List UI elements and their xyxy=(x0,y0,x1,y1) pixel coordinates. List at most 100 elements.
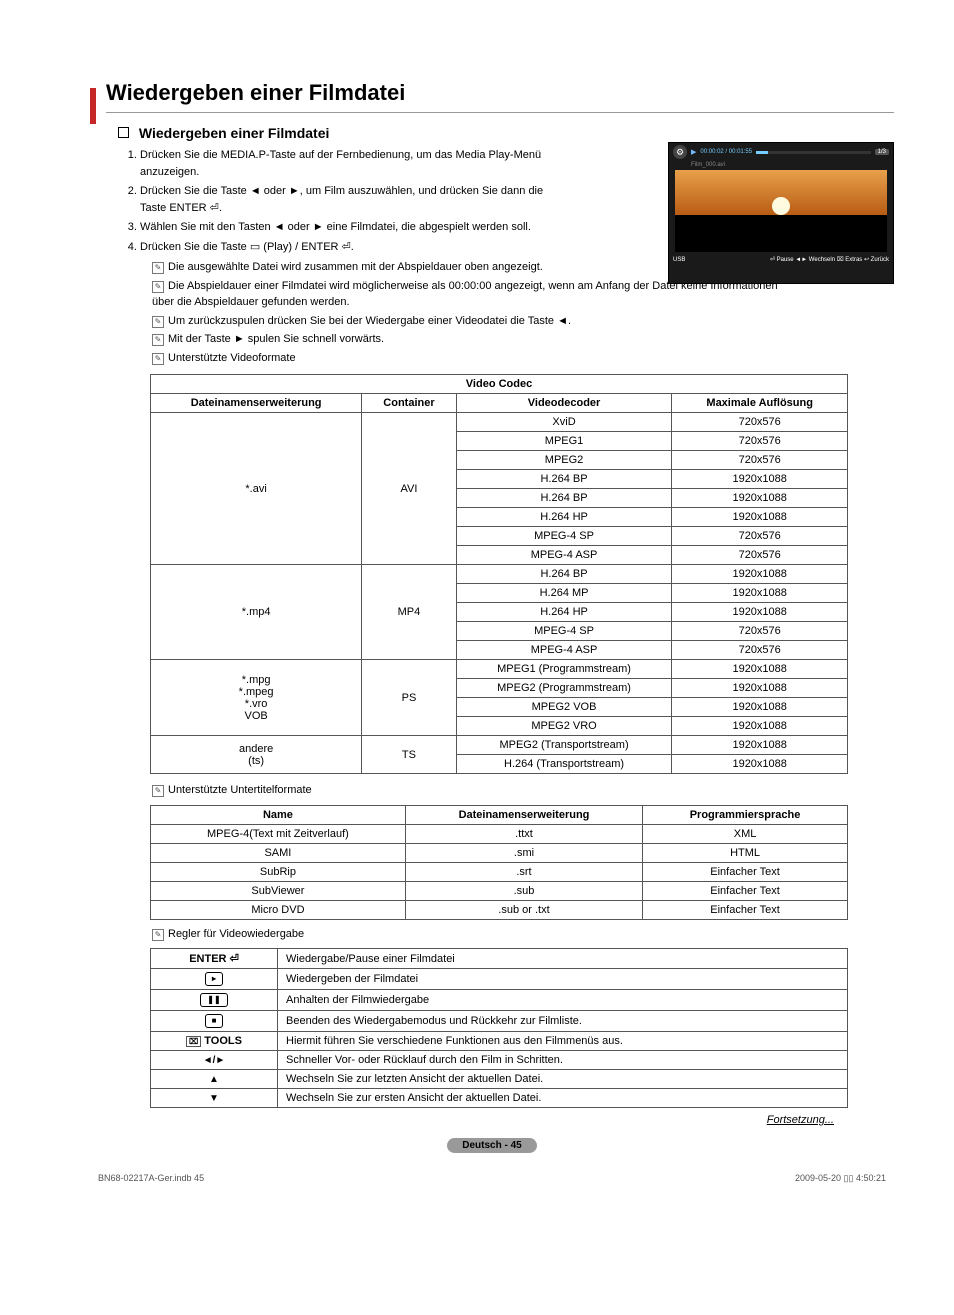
subtitle-cell: MPEG-4(Text mit Zeitverlauf) xyxy=(151,824,406,843)
page-title: Wiedergeben einer Filmdatei xyxy=(106,80,894,113)
note-icon: ✎ xyxy=(152,316,164,328)
step-item: Drücken Sie die Taste ◄ oder ►, um Film … xyxy=(140,183,570,216)
control-key: ⌧TOOLS xyxy=(151,1032,278,1051)
note-text: Mit der Taste ► spulen Sie schnell vorwä… xyxy=(168,333,384,345)
control-desc: Wechseln Sie zur ersten Ansicht der aktu… xyxy=(278,1089,848,1108)
note-text: Um zurückzuspulen drücken Sie bei der Wi… xyxy=(168,315,571,327)
codec-ext: *.avi xyxy=(151,413,362,565)
thumb-filename: Film_000.avi xyxy=(669,161,893,168)
codec-decoder: H.264 BP xyxy=(456,565,672,584)
section-head-text: Wiedergeben einer Filmdatei xyxy=(139,125,329,141)
note-icon: ✎ xyxy=(152,785,164,797)
note-text: Regler für Videowiedergabe xyxy=(168,928,304,940)
note-text: Unterstützte Untertitelformate xyxy=(168,784,312,796)
playback-time: 00:00:02 / 00:01:55 xyxy=(700,149,752,155)
step-item: Drücken Sie die Taste ▭ (Play) / ENTER ⏎… xyxy=(140,239,570,256)
note-icon: ✎ xyxy=(152,929,164,941)
page-badge: Deutsch - 45 xyxy=(447,1138,537,1153)
codec-decoder: XviD xyxy=(456,413,672,432)
codec-top-header: Video Codec xyxy=(151,375,848,394)
foot-right: 2009-05-20 ▯▯ 4:50:21 xyxy=(795,1173,886,1184)
note-subtitle: ✎ Unterstützte Untertitelformate xyxy=(152,782,894,799)
col-res: Maximale Auflösung xyxy=(672,394,848,413)
control-key: ▼ xyxy=(151,1089,278,1108)
codec-ext: andere(ts) xyxy=(151,736,362,774)
codec-decoder: MPEG-4 ASP xyxy=(456,546,672,565)
codec-res: 1920x1088 xyxy=(672,508,848,527)
codec-decoder: MPEG1 xyxy=(456,432,672,451)
codec-res: 720x576 xyxy=(672,413,848,432)
control-desc: Anhalten der Filmwiedergabe xyxy=(278,990,848,1011)
gear-icon: ⚙ xyxy=(673,145,687,159)
control-desc: Wiedergabe/Pause einer Filmdatei xyxy=(278,949,848,969)
codec-res: 1920x1088 xyxy=(672,660,848,679)
sub-col-name: Name xyxy=(151,805,406,824)
subtitle-cell: Einfacher Text xyxy=(643,900,848,919)
step-item: Wählen Sie mit den Tasten ◄ oder ► eine … xyxy=(140,219,570,236)
thumb-scene xyxy=(675,170,887,252)
codec-decoder: MPEG-4 SP xyxy=(456,527,672,546)
codec-res: 720x576 xyxy=(672,432,848,451)
codec-res: 1920x1088 xyxy=(672,489,848,508)
control-desc: Hiermit führen Sie verschiedene Funktion… xyxy=(278,1032,848,1051)
codec-res: 1920x1088 xyxy=(672,584,848,603)
codec-decoder: H.264 BP xyxy=(456,489,672,508)
control-desc: Schneller Vor- oder Rücklauf durch den F… xyxy=(278,1051,848,1070)
codec-ext: *.mp4 xyxy=(151,565,362,660)
codec-res: 1920x1088 xyxy=(672,736,848,755)
note-text: Die ausgewählte Datei wird zusammen mit … xyxy=(168,261,543,273)
codec-decoder: MPEG-4 SP xyxy=(456,622,672,641)
codec-res: 1920x1088 xyxy=(672,755,848,774)
codec-res: 1920x1088 xyxy=(672,717,848,736)
codec-decoder: MPEG-4 ASP xyxy=(456,641,672,660)
movie-thumbnail: ⚙ ▶ 00:00:02 / 00:01:55 1/3 Film_000.avi… xyxy=(668,142,894,284)
controls-table: ENTER ⏎Wiedergabe/Pause einer Filmdatei▸… xyxy=(150,948,848,1108)
control-key: ENTER ⏎ xyxy=(151,949,278,969)
accent-bar xyxy=(90,88,96,124)
col-decoder: Videodecoder xyxy=(456,394,672,413)
subtitle-cell: .ttxt xyxy=(405,824,642,843)
control-key: ▲ xyxy=(151,1070,278,1089)
subtitle-cell: Einfacher Text xyxy=(643,862,848,881)
control-desc: Beenden des Wiedergabemodus und Rückkehr… xyxy=(278,1011,848,1032)
subtitle-cell: SubViewer xyxy=(151,881,406,900)
codec-res: 1920x1088 xyxy=(672,603,848,622)
codec-decoder: MPEG2 (Programmstream) xyxy=(456,679,672,698)
note-icon: ✎ xyxy=(152,281,164,293)
subtitle-cell: XML xyxy=(643,824,848,843)
sub-col-ext: Dateinamenserweiterung xyxy=(405,805,642,824)
codec-res: 720x576 xyxy=(672,641,848,660)
codec-res: 1920x1088 xyxy=(672,679,848,698)
codec-res: 720x576 xyxy=(672,546,848,565)
codec-decoder: MPEG2 VRO xyxy=(456,717,672,736)
codec-ext: *.mpg*.mpeg*.vroVOB xyxy=(151,660,362,736)
note-controls: ✎ Regler für Videowiedergabe xyxy=(152,926,894,943)
subtitle-cell: Micro DVD xyxy=(151,900,406,919)
subtitle-cell: .sub xyxy=(405,881,642,900)
file-counter: 1/3 xyxy=(875,149,889,155)
note-icon: ✎ xyxy=(152,353,164,365)
subtitle-cell: SubRip xyxy=(151,862,406,881)
square-icon xyxy=(118,127,129,138)
codec-decoder: H.264 BP xyxy=(456,470,672,489)
col-container: Container xyxy=(362,394,456,413)
step-item: Drücken Sie die MEDIA.P-Taste auf der Fe… xyxy=(140,147,570,180)
codec-decoder: H.264 HP xyxy=(456,508,672,527)
subtitle-table: Name Dateinamenserweiterung Programmiers… xyxy=(150,805,848,920)
codec-decoder: MPEG2 VOB xyxy=(456,698,672,717)
note-text: Unterstützte Videoformate xyxy=(168,352,296,364)
codec-res: 720x576 xyxy=(672,451,848,470)
codec-res: 720x576 xyxy=(672,622,848,641)
foot-left: BN68-02217A-Ger.indb 45 xyxy=(98,1173,204,1184)
thumb-hints: ⏎ Pause ◄► Wechseln ⌧ Extras ↩ Zurück xyxy=(770,256,889,263)
usb-label: USB xyxy=(673,257,685,263)
codec-container: MP4 xyxy=(362,565,456,660)
subtitle-cell: HTML xyxy=(643,843,848,862)
codec-container: AVI xyxy=(362,413,456,565)
continuation: Fortsetzung... xyxy=(90,1114,834,1126)
col-ext: Dateinamenserweiterung xyxy=(151,394,362,413)
section-heading: Wiedergeben einer Filmdatei xyxy=(118,125,894,141)
codec-decoder: H.264 (Transportstream) xyxy=(456,755,672,774)
codec-container: TS xyxy=(362,736,456,774)
codec-res: 720x576 xyxy=(672,527,848,546)
